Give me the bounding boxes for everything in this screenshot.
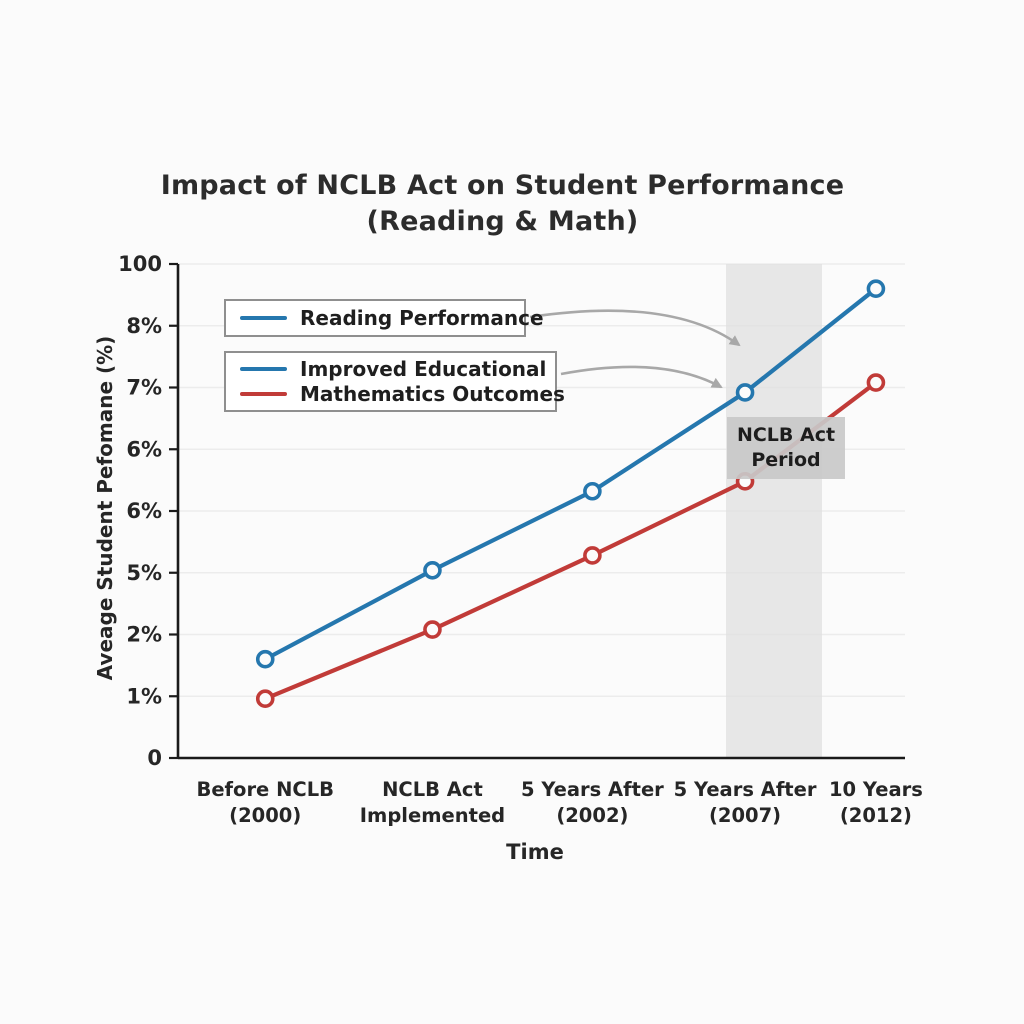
annotation-arrow-reading (529, 309, 741, 347)
legend-row-reading: Reading Performance (240, 305, 544, 331)
legend-row-improved: Improved Educational (240, 357, 546, 382)
math-marker (583, 546, 602, 565)
math-marker (866, 373, 886, 392)
reading-marker (735, 383, 755, 402)
x-category-label: NCLB Act (382, 778, 483, 801)
legend-label-reading: Reading Performance (300, 306, 544, 330)
x-category-label: Before NCLB (196, 778, 334, 801)
chart-title-line-1: Impact of NCLB Act on Student Performanc… (160, 170, 845, 201)
reading-line-swatch (240, 316, 287, 320)
x-category-label: 5 Years After (521, 778, 664, 801)
y-axis-label: Aveage Student Pefomane (%) (93, 335, 117, 681)
math-marker (423, 620, 442, 639)
chart-title: Impact of NCLB Act on Student Performanc… (60, 168, 945, 240)
y-tick-label: 7% (126, 376, 162, 400)
math-line-swatch (240, 391, 287, 396)
y-tick-label: 6% (126, 437, 162, 461)
y-tick-label: 8% (126, 314, 162, 338)
legend-box-reading: Reading Performance (224, 299, 544, 337)
legend-row-math: Mathematics Outcomes (240, 382, 565, 407)
y-tick-label: 0 (147, 746, 162, 770)
x-category-label: 5 Years After (674, 778, 817, 801)
x-category-label: (2000) (229, 804, 301, 827)
legend-box-combined: Improved Educational Mathematics Outcome… (224, 351, 565, 412)
y-tick-label: 5% (126, 561, 162, 585)
x-category-label: 10 Years (829, 778, 923, 801)
band-label-box: NCLB Act Period (727, 417, 845, 479)
x-category-label: (2007) (709, 804, 781, 827)
nclb-period-band (726, 264, 822, 758)
chart-title-line-2: (Reading & Math) (366, 206, 639, 237)
y-tick-label: 6% (126, 499, 162, 523)
annotation-arrow-math (560, 365, 723, 389)
y-tick-label: 2% (126, 623, 162, 647)
x-category-label: Implemented (360, 804, 505, 827)
reading-marker (423, 560, 442, 580)
band-label-line-1: NCLB Act (736, 424, 836, 446)
reading-marker (866, 279, 886, 299)
improved-line-swatch (240, 367, 287, 372)
legend-label-math: Mathematics Outcomes (300, 381, 565, 406)
math-marker (255, 689, 275, 709)
legend-label-improved: Improved Educational (300, 357, 547, 382)
y-tick-label: 100 (118, 252, 162, 276)
reading-marker (583, 481, 602, 501)
x-axis-label: Time (506, 840, 564, 864)
reading-marker (255, 649, 275, 669)
band-label-line-2: Period (751, 449, 821, 471)
x-category-label: (2012) (840, 804, 912, 827)
y-tick-label: 1% (126, 684, 162, 708)
x-category-label: (2002) (556, 804, 628, 827)
